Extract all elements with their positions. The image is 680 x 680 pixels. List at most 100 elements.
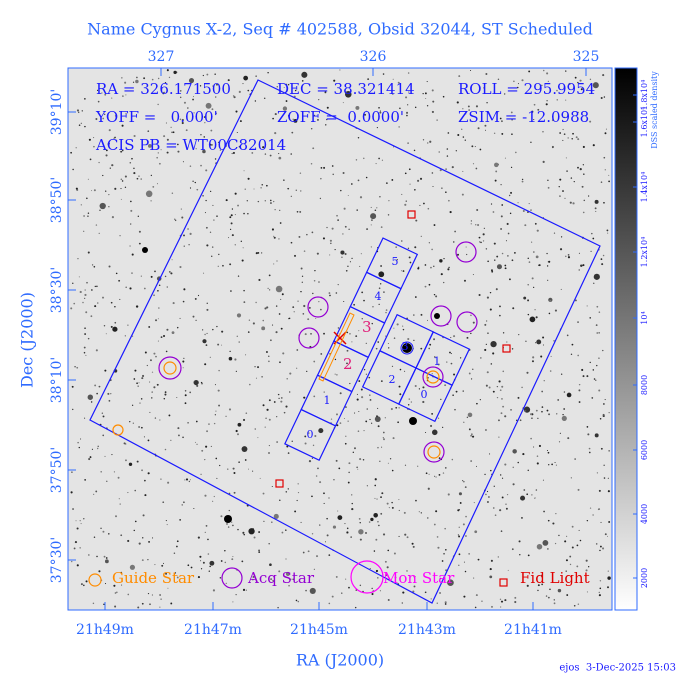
star <box>457 534 460 536</box>
star <box>373 550 376 552</box>
star <box>227 237 230 239</box>
star <box>500 184 502 186</box>
star <box>529 316 536 323</box>
left-tick-label: 37°30' <box>49 537 65 583</box>
star <box>236 131 238 133</box>
star <box>258 531 261 533</box>
star <box>390 407 393 411</box>
star <box>430 424 433 427</box>
star <box>356 393 358 395</box>
star <box>434 356 436 358</box>
star <box>147 558 149 561</box>
star <box>426 142 429 144</box>
star <box>318 98 320 101</box>
star <box>97 100 100 103</box>
star <box>278 153 280 155</box>
star <box>71 560 73 563</box>
star <box>478 293 481 297</box>
star <box>222 264 224 267</box>
star <box>320 166 323 169</box>
star <box>443 552 445 555</box>
star <box>160 336 163 339</box>
star <box>168 76 171 79</box>
star <box>577 166 579 169</box>
star <box>365 176 368 179</box>
star <box>339 422 342 425</box>
star <box>375 163 377 165</box>
star <box>156 183 159 185</box>
star <box>133 134 136 138</box>
star <box>179 265 182 269</box>
star <box>549 370 552 372</box>
star <box>361 318 363 320</box>
star <box>547 179 549 181</box>
star <box>348 471 350 474</box>
star <box>526 493 529 496</box>
star <box>339 69 341 71</box>
star <box>471 145 474 148</box>
star <box>547 186 550 189</box>
star <box>227 79 230 82</box>
star <box>270 578 273 581</box>
star <box>216 215 218 217</box>
star <box>517 202 519 204</box>
star <box>165 520 167 522</box>
star <box>397 421 399 424</box>
star <box>404 464 407 466</box>
star <box>187 228 189 230</box>
star <box>100 527 102 529</box>
star <box>377 407 379 409</box>
star <box>594 433 599 438</box>
star <box>356 398 359 401</box>
star <box>151 391 153 393</box>
star <box>303 304 306 308</box>
star <box>401 193 403 195</box>
star <box>271 228 275 231</box>
star <box>577 488 580 491</box>
star <box>603 477 606 479</box>
star <box>586 375 589 378</box>
star <box>177 427 180 430</box>
star <box>294 89 297 92</box>
star <box>371 422 373 424</box>
star <box>527 313 530 316</box>
star <box>406 114 408 117</box>
star <box>495 288 498 291</box>
star <box>141 469 143 472</box>
star <box>105 149 108 152</box>
star <box>431 89 434 92</box>
star <box>237 528 239 531</box>
star <box>224 561 227 564</box>
star <box>77 441 79 444</box>
star <box>171 259 173 261</box>
star <box>93 137 95 139</box>
star <box>235 429 238 433</box>
star <box>280 397 283 399</box>
star <box>510 409 512 411</box>
star <box>596 472 599 474</box>
star <box>170 602 173 605</box>
star <box>80 438 82 440</box>
star <box>329 239 332 242</box>
star <box>433 523 436 526</box>
star <box>102 174 104 177</box>
star <box>357 137 360 139</box>
star <box>164 391 167 394</box>
star <box>276 416 278 418</box>
star <box>93 189 96 192</box>
star <box>277 393 280 396</box>
star <box>214 384 216 386</box>
star <box>600 447 603 450</box>
star <box>407 403 410 406</box>
star <box>606 586 610 589</box>
star <box>320 308 322 311</box>
star <box>271 324 274 326</box>
star <box>414 246 417 249</box>
star <box>512 483 515 486</box>
star <box>238 341 240 343</box>
star <box>335 575 338 578</box>
star <box>470 434 472 437</box>
star <box>170 126 172 128</box>
star <box>535 409 538 412</box>
left-tick-label: 38°30' <box>49 267 65 313</box>
